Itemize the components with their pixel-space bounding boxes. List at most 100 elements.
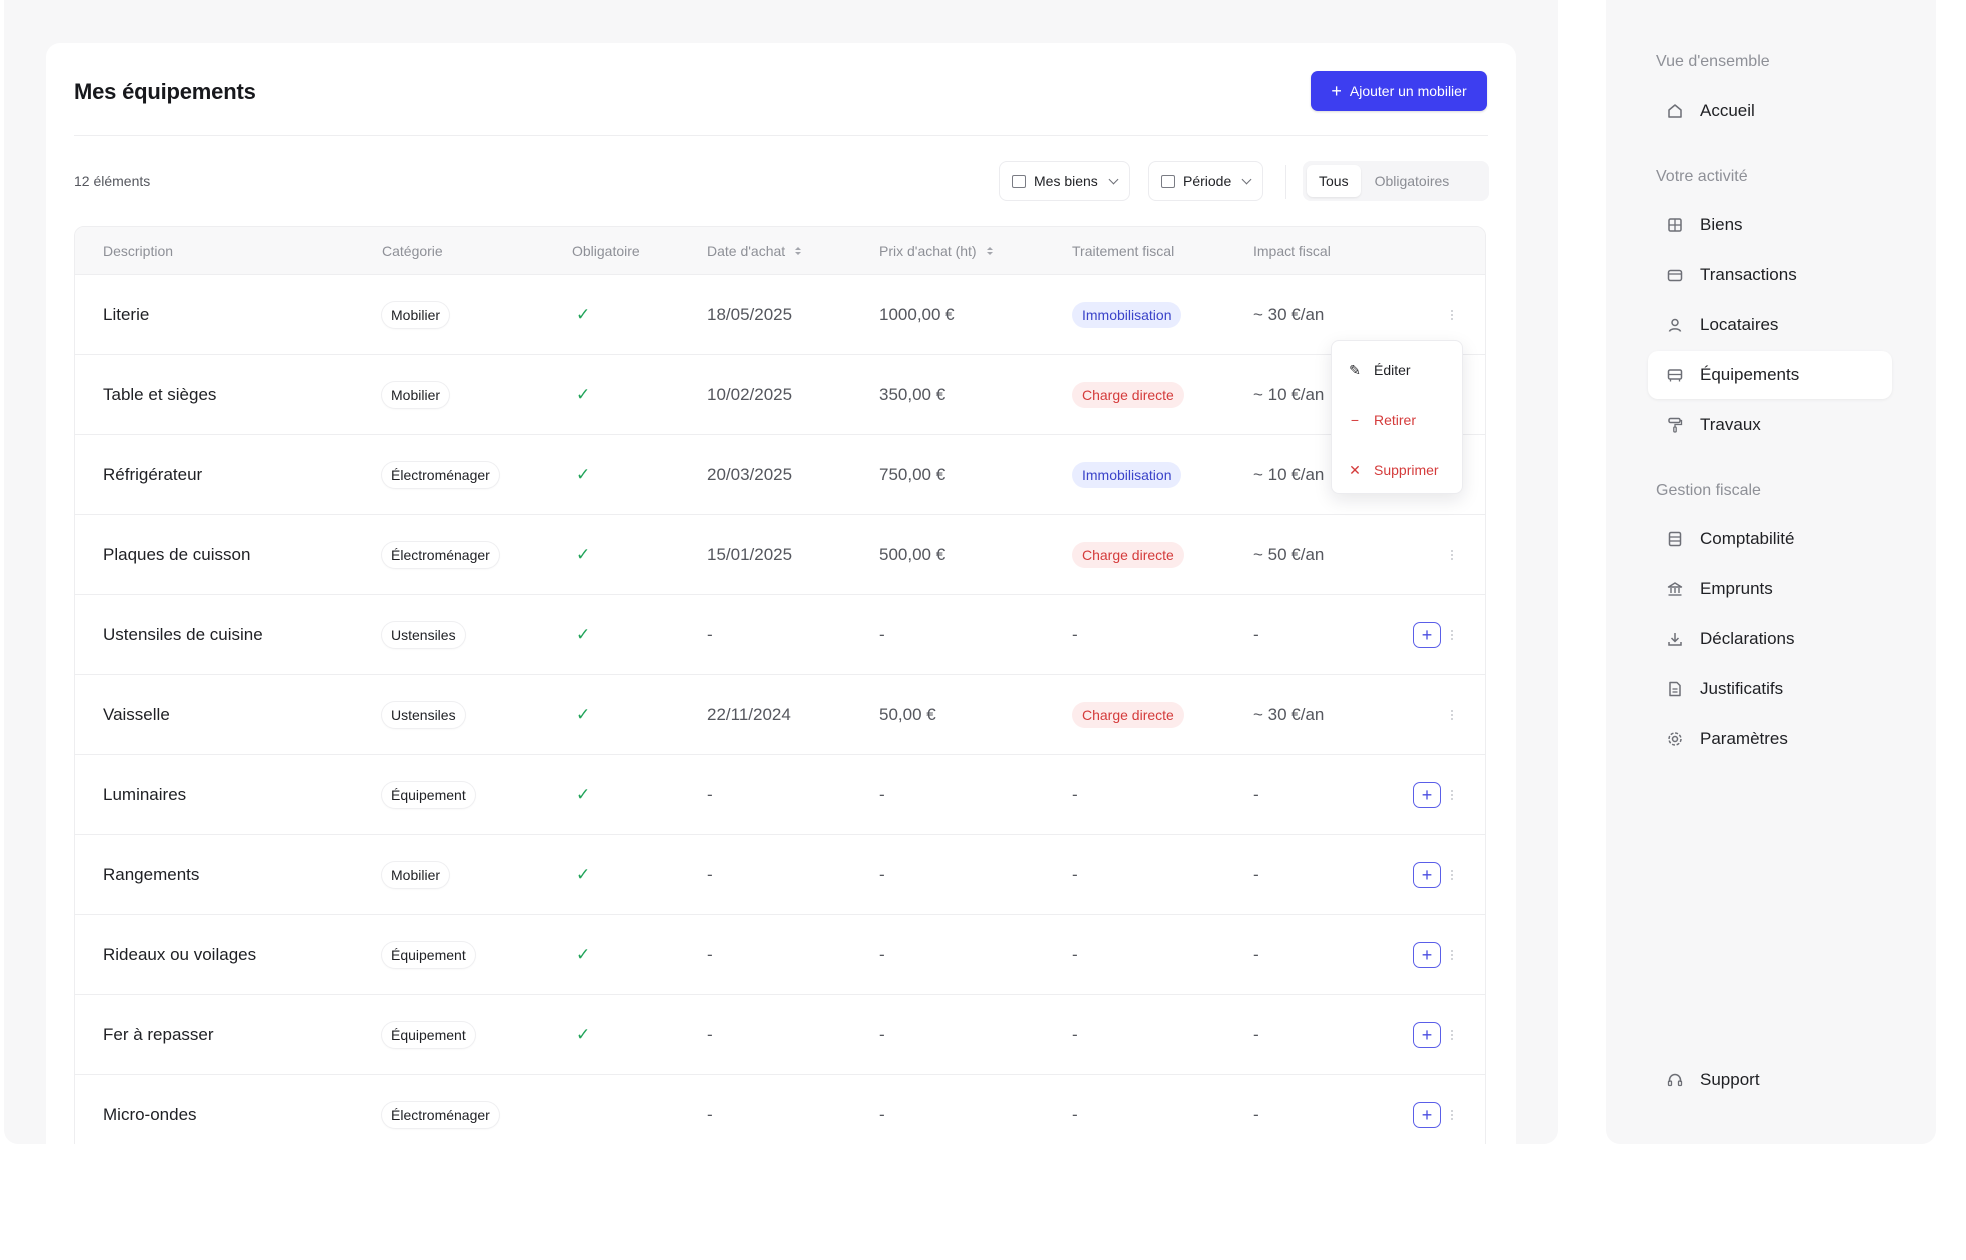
cell-purchase-date: - — [707, 995, 713, 1074]
table-header: Description Catégorie Obligatoire Date d… — [75, 227, 1485, 275]
category-badge: Mobilier — [382, 861, 450, 888]
add-details-button[interactable]: + — [1413, 781, 1441, 808]
fiscal-treatment-text: - — [1072, 784, 1078, 804]
table-row[interactable]: Plaques de cuisson Électroménager ✓ 15/01/2… — [75, 515, 1485, 595]
menu-item-delete[interactable]: ✕ Supprimer — [1332, 445, 1462, 495]
table-row[interactable]: Literie Mobilier ✓ 18/05/2025 1000,00 € Immob… — [75, 275, 1485, 355]
segment-mandatory[interactable]: Obligatoires — [1374, 173, 1450, 189]
fiscal-treatment-tag: Immobilisation — [1072, 301, 1182, 328]
category-badge: Mobilier — [382, 381, 450, 408]
table-row[interactable]: Réfrigérateur Électroménager ✓ 20/03/2025 75… — [75, 435, 1485, 515]
sidebar-item-declarations[interactable]: Déclarations — [1648, 615, 1892, 663]
more-options-icon[interactable] — [1447, 626, 1457, 644]
sidebar-item-transactions[interactable]: Transactions — [1648, 251, 1892, 299]
sidebar-item-label: Paramètres — [1700, 729, 1788, 748]
cell-purchase-price: 500,00 € — [879, 515, 945, 594]
chevron-down-icon — [1108, 174, 1119, 184]
cell-add: + — [1413, 835, 1441, 914]
sidebar-item-equipements[interactable]: Équipements — [1648, 351, 1892, 399]
download-icon — [1666, 630, 1684, 648]
add-details-button[interactable]: + — [1413, 621, 1441, 648]
cell-actions — [1447, 595, 1457, 674]
more-options-icon[interactable] — [1447, 786, 1457, 804]
sidebar-item-label: Support — [1700, 1070, 1760, 1089]
more-options-icon[interactable] — [1447, 1106, 1457, 1124]
add-details-button[interactable]: + — [1413, 1021, 1441, 1048]
cell-description: Fer à repasser — [103, 995, 214, 1074]
header-purchase-date[interactable]: Date d'achat — [707, 243, 802, 259]
more-options-icon[interactable] — [1447, 706, 1457, 724]
menu-item-remove[interactable]: − Retirer — [1332, 395, 1462, 445]
cell-fiscal-impact: ~ 30 €/an — [1253, 675, 1324, 754]
cell-fiscal-treatment: Charge directe — [1072, 355, 1184, 434]
menu-item-edit[interactable]: ✎ Éditer — [1332, 345, 1462, 395]
sofa-icon — [1666, 366, 1684, 384]
table-row[interactable]: Ustensiles de cuisine Ustensiles ✓ - - - - + — [75, 595, 1485, 675]
fiscal-treatment-text: - — [1072, 624, 1078, 644]
cell-purchase-date: - — [707, 915, 713, 994]
add-details-button[interactable]: + — [1413, 941, 1441, 968]
cell-fiscal-treatment: - — [1072, 1075, 1078, 1144]
sidebar-section-tax: Gestion fiscale — [1656, 482, 1761, 499]
table-row[interactable]: Table et sièges Mobilier ✓ 10/02/2025 350,00… — [75, 355, 1485, 435]
sidebar-item-emprunts[interactable]: Emprunts — [1648, 565, 1892, 613]
purchase-date-text: - — [707, 1024, 713, 1044]
table-row[interactable]: Vaisselle Ustensiles ✓ 22/11/2024 50,00 € Cha… — [75, 675, 1485, 755]
sidebar-item-comptabilite[interactable]: Comptabilité — [1648, 515, 1892, 563]
sort-icon[interactable] — [986, 247, 993, 255]
purchase-price-text: - — [879, 864, 885, 884]
sort-icon[interactable] — [795, 247, 802, 255]
check-icon: ✓ — [576, 784, 591, 804]
category-badge: Équipement — [382, 781, 475, 808]
more-options-icon[interactable] — [1447, 546, 1457, 564]
table-row[interactable]: Rideaux ou voilages Équipement ✓ - - - - + — [75, 915, 1485, 995]
more-options-icon[interactable] — [1447, 1026, 1457, 1044]
fiscal-impact-text: ~ 10 €/an — [1253, 464, 1325, 484]
add-furniture-label: Ajouter un mobilier — [1349, 83, 1467, 99]
sidebar-item-support[interactable]: Support — [1648, 1056, 1892, 1104]
calendar-icon — [1161, 174, 1175, 188]
description-text: Luminaires — [103, 784, 187, 804]
table-row[interactable]: Rangements Mobilier ✓ - - - - + — [75, 835, 1485, 915]
sidebar-item-accueil[interactable]: Accueil — [1648, 87, 1892, 135]
fiscal-treatment-tag: Charge directe — [1072, 701, 1184, 728]
period-filter-dropdown[interactable]: Période — [1148, 161, 1264, 201]
cell-description: Rangements — [103, 835, 199, 914]
cell-fiscal-impact: - — [1253, 995, 1259, 1074]
cell-mandatory: ✓ — [576, 675, 590, 754]
cell-fiscal-treatment: - — [1072, 755, 1078, 834]
table-row[interactable]: Luminaires Équipement ✓ - - - - + — [75, 755, 1485, 835]
description-text: Vaisselle — [103, 704, 170, 724]
header-category: Catégorie — [382, 243, 443, 259]
sidebar-item-label: Comptabilité — [1700, 529, 1795, 548]
cell-purchase-price: - — [879, 595, 885, 674]
cell-purchase-price: - — [879, 1075, 885, 1144]
cell-description: Micro-ondes — [103, 1075, 197, 1144]
purchase-date-text: 20/03/2025 — [707, 464, 793, 484]
table-row[interactable]: Micro-ondes Électroménager - - - - + — [75, 1075, 1485, 1144]
sidebar-item-label: Transactions — [1700, 265, 1797, 284]
add-furniture-button[interactable]: + Ajouter un mobilier — [1311, 71, 1487, 111]
cell-mandatory: ✓ — [576, 755, 590, 834]
table-row[interactable]: Fer à repasser Équipement ✓ - - - - + — [75, 995, 1485, 1075]
cell-category: Mobilier — [382, 275, 450, 354]
purchase-price-text: - — [879, 784, 885, 804]
sidebar-item-locataires[interactable]: Locataires — [1648, 301, 1892, 349]
more-options-icon[interactable] — [1447, 866, 1457, 884]
sidebar-item-justificatifs[interactable]: Justificatifs — [1648, 665, 1892, 713]
purchase-price-text: 350,00 € — [879, 384, 946, 404]
sidebar-item-travaux[interactable]: Travaux — [1648, 401, 1892, 449]
purchase-price-text: - — [879, 944, 885, 964]
sidebar-item-biens[interactable]: Biens — [1648, 201, 1892, 249]
property-filter-dropdown[interactable]: Mes biens — [999, 161, 1130, 201]
add-details-button[interactable]: + — [1413, 861, 1441, 888]
more-options-icon[interactable] — [1447, 306, 1457, 324]
more-options-icon[interactable] — [1447, 946, 1457, 964]
cell-actions — [1447, 675, 1457, 754]
segment-all[interactable]: Tous — [1307, 165, 1361, 197]
header-purchase-price[interactable]: Prix d'achat (ht) — [879, 243, 993, 259]
sidebar-item-parametres[interactable]: Paramètres — [1648, 715, 1892, 763]
add-details-button[interactable]: + — [1413, 1101, 1441, 1128]
cell-fiscal-treatment: Charge directe — [1072, 675, 1184, 754]
purchase-price-text: - — [879, 1024, 885, 1044]
